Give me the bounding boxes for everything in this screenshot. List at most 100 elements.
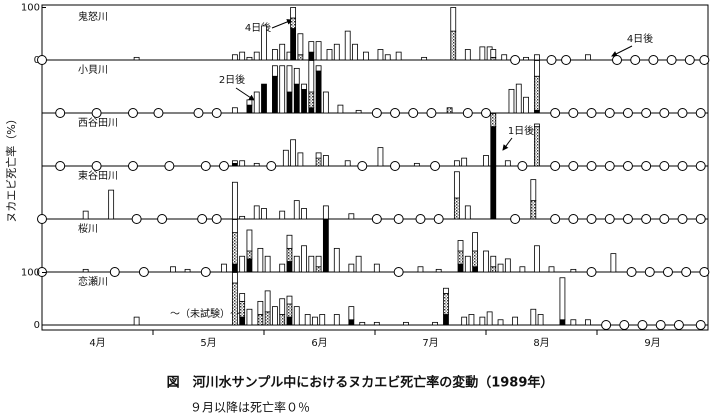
bar-segment <box>472 250 478 268</box>
bar-segment <box>585 319 591 326</box>
bar-segment <box>308 51 315 61</box>
annotation-arrow <box>235 87 255 101</box>
bar-segment <box>297 152 304 167</box>
zero-marker <box>601 320 612 330</box>
zero-marker <box>131 214 142 224</box>
y-axis-label: ヌカエビ死亡率（%） <box>4 113 18 222</box>
zero-marker <box>517 161 528 171</box>
zero-marker <box>266 161 277 171</box>
bar-segment <box>490 126 497 167</box>
bar-segment <box>326 49 333 61</box>
x-tick-label: 4月 <box>89 337 105 349</box>
bar-segment <box>486 311 493 326</box>
zero-marker <box>586 267 597 277</box>
zero-marker <box>659 108 670 118</box>
zero-marker <box>550 161 561 171</box>
zero-marker <box>550 214 561 224</box>
bar-segment <box>293 67 300 85</box>
zero-marker <box>622 161 633 171</box>
bar-segment <box>257 247 264 273</box>
bar-segment <box>519 266 526 273</box>
bar-segment <box>497 319 504 326</box>
zero-marker <box>630 55 641 65</box>
bar-segment <box>333 247 340 273</box>
zero-marker <box>55 161 66 171</box>
bar-segment <box>231 107 238 114</box>
x-tick-label: 7月 <box>422 337 438 349</box>
zero-marker <box>390 108 401 118</box>
zero-marker <box>695 161 706 171</box>
zero-marker <box>568 161 579 171</box>
bar-segment <box>464 205 471 220</box>
zero-marker <box>604 108 615 118</box>
zero-marker <box>659 214 670 224</box>
zero-marker <box>568 214 579 224</box>
bar-segment <box>133 56 140 61</box>
bar-segment <box>504 258 511 273</box>
bar-segment <box>333 43 340 61</box>
bar-segment <box>286 247 293 262</box>
zero-marker <box>157 214 168 224</box>
bar-segment <box>315 70 322 114</box>
bar-segment <box>443 287 449 294</box>
bar-segment <box>504 160 511 167</box>
bar-segment <box>308 255 315 273</box>
zero-marker <box>546 55 557 65</box>
bar-segment <box>461 316 468 326</box>
bar-segment <box>290 17 297 29</box>
bar-segment <box>286 295 293 305</box>
bar-segment <box>246 56 253 61</box>
annotation: 4日後 <box>245 21 271 34</box>
bar-segment <box>479 316 486 326</box>
zero-marker <box>622 214 633 224</box>
bar-segment <box>315 266 322 273</box>
bar-segment <box>312 316 318 326</box>
bar-segment <box>301 208 307 220</box>
bar-segment <box>446 107 453 114</box>
bar-segment <box>246 99 253 106</box>
zero-marker <box>648 55 659 65</box>
bar-segment <box>523 56 529 61</box>
bar-segment <box>279 210 286 220</box>
bar-segment <box>308 41 315 53</box>
zero-marker <box>37 55 47 65</box>
bar-segment <box>359 321 366 326</box>
bar-segment <box>348 306 355 321</box>
bar-segment <box>279 65 286 114</box>
bar-segment <box>279 298 286 315</box>
bar-segment <box>537 314 544 326</box>
zero-marker <box>561 55 572 65</box>
bar-segment <box>279 43 286 61</box>
bar-segment <box>497 263 504 273</box>
annotation-arrow <box>502 137 513 151</box>
bar-segment <box>231 232 238 265</box>
bar-segment <box>337 104 344 114</box>
bar-segment <box>108 189 115 220</box>
zero-marker <box>637 320 648 330</box>
bar-segment <box>82 210 89 220</box>
bar-segment <box>286 234 293 249</box>
bar-segment <box>472 232 478 252</box>
zero-marker <box>510 214 521 224</box>
bar-segment <box>279 263 286 273</box>
bar-segment <box>570 268 577 273</box>
zero-marker <box>677 108 688 118</box>
x-tick-label: 5月 <box>200 337 216 349</box>
bar-segment <box>246 229 253 252</box>
bar-segment <box>348 263 355 273</box>
bar-segment <box>308 60 315 93</box>
y-tick-label: 0 <box>34 320 40 331</box>
bar-segment <box>490 266 497 273</box>
annotation-arrow <box>271 19 293 29</box>
zero-marker <box>655 320 666 330</box>
zero-marker <box>481 108 491 118</box>
bar-segment <box>272 65 278 77</box>
bar-segment <box>479 46 486 61</box>
zero-marker <box>550 108 561 118</box>
zero-marker <box>197 214 208 224</box>
annotation: 4日後 <box>627 32 653 45</box>
panel-label: 東谷田川 <box>78 169 118 182</box>
zero-marker <box>699 267 710 277</box>
zero-marker <box>371 108 382 118</box>
bar-segment <box>530 308 537 326</box>
